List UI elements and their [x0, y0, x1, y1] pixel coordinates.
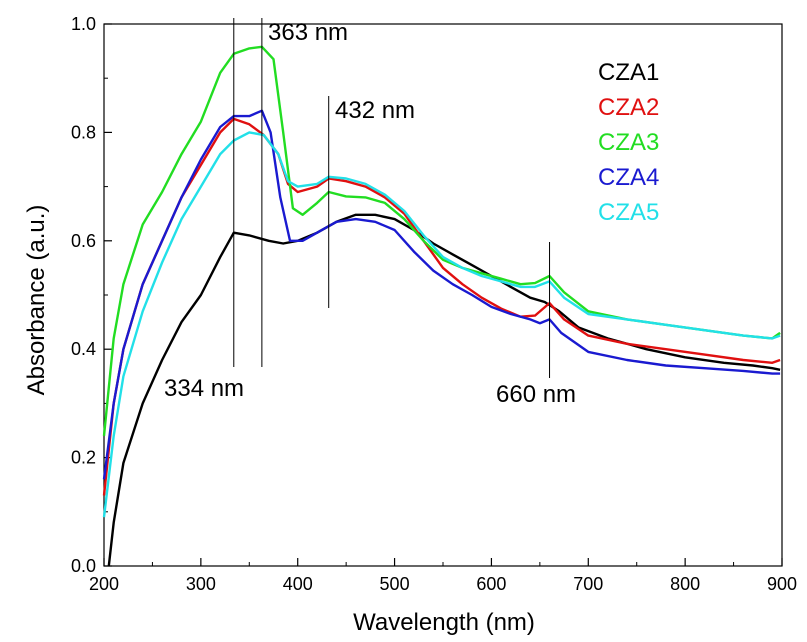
y-tick-label: 0.4: [71, 339, 96, 359]
y-tick-label: 0.8: [71, 122, 96, 142]
y-tick-label: 0.6: [71, 231, 96, 251]
x-tick-label: 600: [476, 574, 506, 594]
legend: CZA1 CZA2 CZA3 CZA4 CZA5: [598, 59, 659, 226]
legend-entry-cza5: CZA5: [598, 199, 659, 226]
annotation-label: 660 nm: [496, 381, 576, 408]
series-layer: [102, 45, 781, 567]
plot-frame: [103, 23, 783, 567]
x-axis-label: Wavelength (nm): [353, 609, 535, 636]
series-line-cza5: [102, 131, 781, 518]
legend-entry-cza3: CZA3: [598, 129, 659, 156]
legend-entry-cza1: CZA1: [598, 59, 659, 86]
x-axis: 200 300 400 500 600 700 800 900: [89, 558, 797, 594]
x-tick-label: 500: [380, 574, 410, 594]
legend-entry-cza2: CZA2: [598, 94, 659, 121]
legend-entry-cza4: CZA4: [598, 164, 659, 191]
y-tick-label: 0.0: [71, 556, 96, 576]
plot-border: [103, 23, 783, 567]
annotation-label: 363 nm: [268, 19, 348, 46]
y-tick-label: 1.0: [71, 14, 96, 34]
x-tick-label: 300: [186, 574, 216, 594]
x-tick-label: 700: [573, 574, 603, 594]
annotation-label: 432 nm: [335, 97, 415, 124]
series-line-cza2: [102, 117, 781, 496]
y-axis: 0.0 0.2 0.4 0.6 0.8 1.0: [71, 14, 112, 576]
series-line-cza4: [102, 109, 781, 480]
x-tick-label: 900: [767, 574, 797, 594]
y-axis-label: Absorbance (a.u.): [23, 205, 50, 396]
x-tick-label: 800: [670, 574, 700, 594]
series-line-cza3: [102, 45, 781, 437]
y-tick-label: 0.2: [71, 448, 96, 468]
x-tick-label: 200: [89, 574, 119, 594]
annotation-label: 334 nm: [164, 375, 244, 402]
x-tick-label: 400: [283, 574, 313, 594]
annotation-layer: 334 nm 363 nm 432 nm 660 nm: [164, 18, 576, 408]
